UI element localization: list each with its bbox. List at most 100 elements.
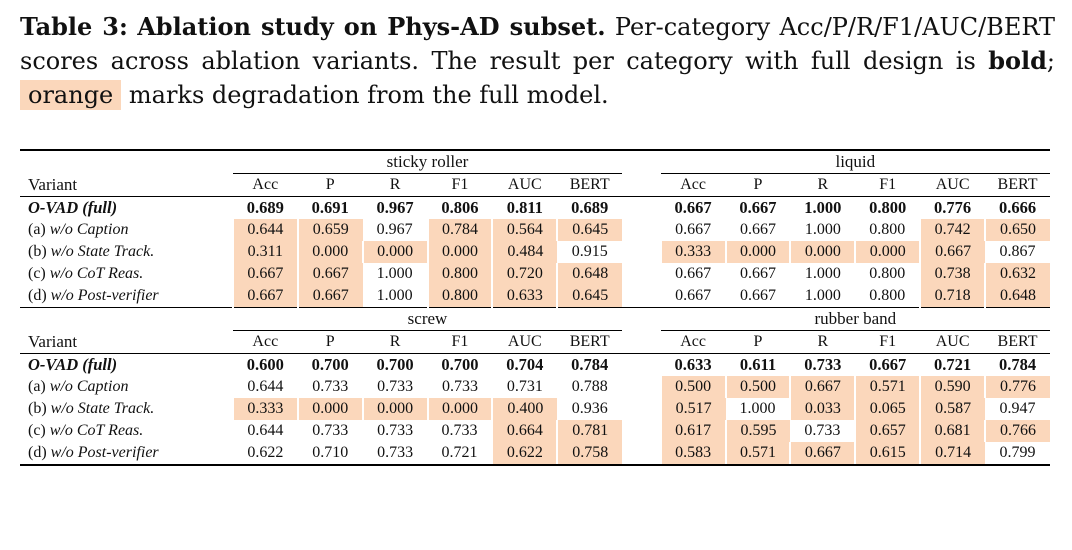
- category-header-left: screw: [232, 307, 623, 331]
- score-cell: 0.667: [725, 196, 791, 219]
- column-gap: [622, 149, 661, 174]
- score-cell: 0.681: [919, 420, 986, 442]
- score-cell: 0.615: [854, 442, 921, 466]
- metric-header: F1: [855, 173, 921, 197]
- score-cell: 0.333: [231, 398, 298, 420]
- metric-header: P: [725, 330, 791, 354]
- metric-header: R: [362, 173, 428, 197]
- column-gap: [622, 263, 661, 285]
- metric-header: Acc: [232, 330, 298, 354]
- table-caption: Table 3: Ablation study on Phys-AD subse…: [20, 10, 1055, 112]
- variant-prefix: (a): [28, 221, 50, 238]
- score-cell: 0.517: [659, 398, 726, 420]
- score-cell: 0.967: [376, 221, 413, 238]
- score-cell: 0.644: [247, 422, 284, 439]
- score-cell: 1.000: [376, 265, 413, 282]
- score-cell: 0.622: [491, 442, 558, 466]
- column-gap: [622, 241, 661, 263]
- metric-header: F1: [855, 330, 921, 354]
- score-cell: 0.733: [377, 422, 414, 439]
- score-cell: 1.000: [804, 265, 841, 282]
- metric-header: BERT: [557, 173, 623, 197]
- caption-title: Ablation study on Phys-AD subset.: [137, 12, 606, 41]
- score-cell: 0.667: [789, 442, 856, 466]
- score-cell: 0.733: [312, 422, 349, 439]
- score-cell: 0.000: [296, 398, 363, 420]
- caption-text-2: ;: [1046, 47, 1055, 75]
- metric-header: BERT: [985, 330, 1050, 354]
- score-cell: 0.600: [232, 353, 298, 376]
- score-cell: 0.689: [557, 196, 623, 219]
- metric-header-row: Variant Acc P R F1 AUC BERT Acc P R F1 AUC BERT: [20, 173, 1050, 197]
- metric-header: P: [297, 330, 363, 354]
- score-cell: 0.648: [984, 285, 1050, 308]
- score-cell: 0.645: [556, 285, 623, 308]
- ablation-table: sticky roller liquid Variant Acc P R F1 AUC BERT…: [20, 149, 1050, 466]
- score-cell: 0.936: [571, 400, 608, 417]
- metric-header: AUC: [920, 330, 986, 354]
- variant-name: w/o CoT Reas.: [49, 265, 144, 282]
- score-cell: 0.590: [919, 376, 986, 398]
- score-cell: 0.000: [361, 398, 428, 420]
- table-row: O-VAD (full) 0.600 0.700 0.700 0.700 0.704 0.7…: [20, 353, 1050, 376]
- metric-header: F1: [427, 330, 493, 354]
- score-cell: 0.500: [724, 376, 791, 398]
- score-cell: 0.967: [362, 196, 428, 219]
- metric-header: AUC: [920, 173, 986, 197]
- score-cell: 0.000: [854, 241, 921, 263]
- score-cell: 0.571: [724, 442, 791, 466]
- metric-header-row: Variant Acc P R F1 AUC BERT Acc P R F1 AUC BERT: [20, 330, 1050, 354]
- caption-text-1: Per-category Acc/P/R/F1/AUC/BERT scores …: [20, 13, 1055, 75]
- variant-cell: (b) w/o State Track.: [20, 398, 233, 420]
- score-cell: 0.721: [920, 353, 986, 376]
- score-cell: 0.714: [919, 442, 986, 466]
- metric-header: AUC: [492, 330, 558, 354]
- caption-orange-swatch: orange: [20, 80, 122, 110]
- table-row: (b) w/o State Track. 0.333 0.000 0.000 0.000…: [20, 398, 1050, 420]
- score-cell: 0.718: [919, 285, 986, 308]
- table-row: (b) w/o State Track. 0.311 0.000 0.000 0.000…: [20, 241, 1050, 263]
- score-cell: 0.667: [919, 241, 986, 263]
- variant-cell: O-VAD (full): [20, 353, 233, 376]
- score-cell: 1.000: [739, 400, 776, 417]
- score-cell: 1.000: [804, 221, 841, 238]
- score-cell: 0.633: [491, 285, 558, 308]
- score-cell: 0.311: [231, 241, 298, 263]
- table-row: (d) w/o Post-verifier 0.622 0.710 0.733 0.72…: [20, 442, 1050, 466]
- score-cell: 0.645: [556, 219, 623, 241]
- metric-header: Acc: [660, 330, 726, 354]
- variant-name: w/o CoT Reas.: [49, 422, 144, 439]
- score-cell: 1.000: [804, 287, 841, 304]
- score-cell: 0.571: [854, 376, 921, 398]
- score-cell: 0.000: [789, 241, 856, 263]
- score-cell: 0.733: [790, 353, 856, 376]
- variant-cell: (c) w/o CoT Reas.: [20, 263, 233, 285]
- metric-header: R: [362, 330, 428, 354]
- score-cell: 0.710: [297, 442, 363, 466]
- metric-header: P: [297, 173, 363, 197]
- score-cell: 0.733: [441, 378, 478, 395]
- metric-header: R: [790, 330, 856, 354]
- score-cell: 0.667: [296, 285, 363, 308]
- score-cell: 0.776: [920, 196, 986, 219]
- table-row: (a) w/o Caption 0.644 0.733 0.733 0.733 0.731…: [20, 376, 1050, 398]
- score-cell: 0.867: [999, 243, 1036, 260]
- variant-header-spacer: [20, 149, 233, 174]
- score-cell: 0.811: [492, 196, 558, 219]
- score-cell: 1.000: [376, 287, 413, 304]
- score-cell: 0.000: [426, 241, 493, 263]
- score-cell: 0.766: [984, 420, 1050, 442]
- score-cell: 0.587: [919, 398, 986, 420]
- score-cell: 0.784: [557, 353, 623, 376]
- column-gap: [622, 353, 661, 376]
- table-row: O-VAD (full) 0.689 0.691 0.967 0.806 0.811 0.6…: [20, 196, 1050, 219]
- metric-header: AUC: [492, 173, 558, 197]
- column-gap: [622, 219, 661, 241]
- group-header-row: sticky roller liquid: [20, 149, 1050, 174]
- metric-header: Acc: [232, 173, 298, 197]
- score-cell: 0.915: [571, 243, 608, 260]
- column-gap: [622, 285, 661, 308]
- score-cell: 0.650: [984, 219, 1050, 241]
- variant-name: O-VAD (full): [28, 355, 118, 374]
- score-cell: 0.667: [660, 196, 726, 219]
